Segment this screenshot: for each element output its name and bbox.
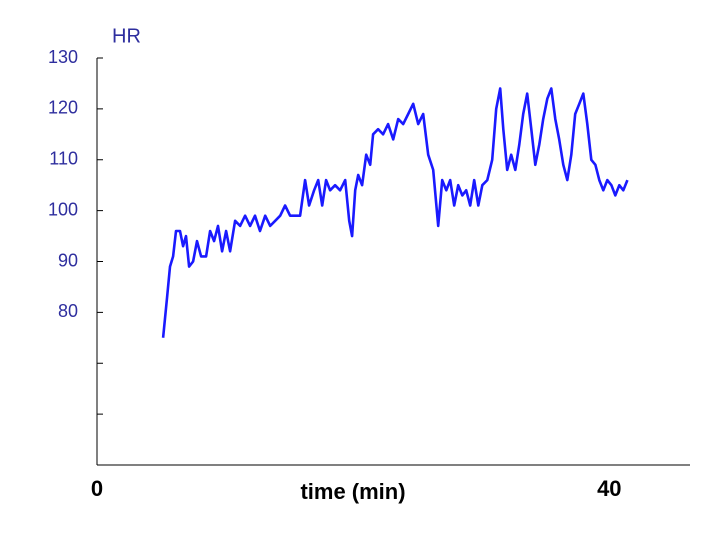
x-tick-label: 0 — [91, 476, 103, 501]
y-tick-label: 130 — [48, 47, 78, 67]
y-tick-label: 110 — [49, 149, 78, 169]
hr-line — [161, 87, 629, 338]
x-tick-label: 40 — [597, 476, 621, 501]
y-tick-label: 90 — [58, 250, 78, 270]
y-tick-label: 80 — [58, 301, 78, 321]
x-axis-label: time (min) — [300, 479, 405, 504]
chart-title: HR — [112, 25, 141, 47]
y-tick-label: 120 — [48, 98, 78, 118]
y-tick-label: 100 — [48, 199, 78, 219]
